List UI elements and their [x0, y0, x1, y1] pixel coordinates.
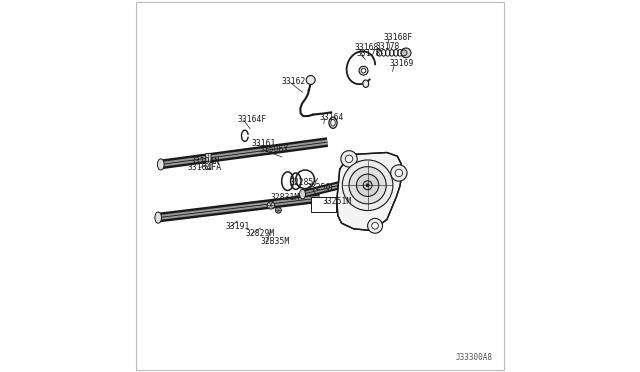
Text: 33250E: 33250E [306, 183, 335, 192]
Text: 33164FA: 33164FA [187, 163, 221, 172]
FancyBboxPatch shape [206, 154, 211, 162]
Text: 32285Y: 32285Y [289, 178, 319, 187]
Circle shape [267, 202, 275, 209]
Circle shape [363, 181, 372, 190]
Circle shape [359, 66, 368, 75]
Text: 33161: 33161 [252, 140, 276, 148]
Circle shape [341, 151, 357, 167]
Ellipse shape [401, 49, 407, 57]
Circle shape [401, 48, 411, 58]
Polygon shape [337, 153, 402, 231]
Ellipse shape [363, 80, 369, 87]
Circle shape [395, 169, 403, 177]
Text: 33169: 33169 [390, 59, 414, 68]
Circle shape [367, 218, 383, 233]
Circle shape [346, 155, 353, 163]
Text: 32829M: 32829M [246, 229, 275, 238]
Ellipse shape [329, 117, 337, 128]
Text: 33191: 33191 [225, 222, 250, 231]
Text: 33168: 33168 [354, 43, 379, 52]
Text: J33300A8: J33300A8 [456, 353, 493, 362]
Ellipse shape [331, 119, 335, 126]
Circle shape [390, 165, 407, 181]
Ellipse shape [155, 212, 161, 223]
Text: 33164F: 33164F [237, 115, 267, 124]
Ellipse shape [157, 159, 164, 170]
Text: 32831M: 32831M [270, 193, 300, 202]
Text: 31506X: 31506X [260, 145, 289, 154]
FancyBboxPatch shape [136, 2, 504, 370]
Circle shape [356, 174, 379, 196]
Circle shape [306, 76, 315, 84]
Circle shape [372, 222, 378, 229]
Text: 33251M: 33251M [323, 197, 352, 206]
Text: 33168F: 33168F [383, 33, 413, 42]
Text: 33162: 33162 [282, 77, 306, 86]
Circle shape [362, 68, 365, 73]
Text: 32B35M: 32B35M [260, 237, 290, 246]
Circle shape [366, 184, 369, 187]
Circle shape [401, 50, 407, 56]
Ellipse shape [300, 189, 305, 199]
Circle shape [342, 160, 393, 211]
Text: 33164: 33164 [320, 113, 344, 122]
Text: 33178: 33178 [356, 49, 380, 58]
Circle shape [349, 167, 386, 204]
FancyBboxPatch shape [312, 197, 335, 212]
Text: 33194N: 33194N [191, 157, 220, 166]
Circle shape [275, 207, 282, 213]
FancyBboxPatch shape [206, 161, 211, 170]
Text: 33178: 33178 [375, 42, 399, 51]
